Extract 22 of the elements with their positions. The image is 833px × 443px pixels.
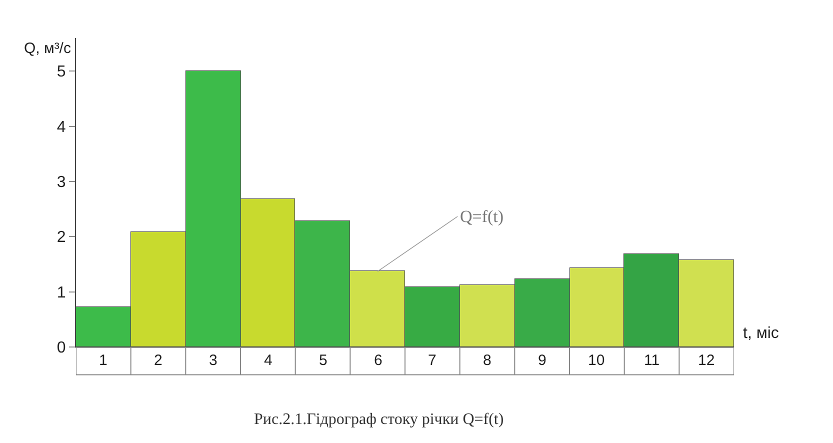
x-tick-label: 6 (374, 352, 382, 369)
y-tick-label: 5 (56, 64, 66, 81)
x-tick-label: 10 (588, 352, 605, 369)
x-tick-label: 3 (209, 352, 218, 369)
x-tick-label: 1 (99, 352, 108, 369)
x-tick-label: 2 (154, 352, 162, 369)
x-tick-label: 11 (644, 352, 660, 369)
x-tick-label: 7 (428, 352, 436, 369)
y-tick-label: 4 (56, 118, 66, 136)
y-axis-title: Q, м³/с (24, 40, 72, 57)
annotation: Q=f(t) (460, 207, 504, 226)
x-tick-label: 5 (319, 352, 328, 369)
y-tick-label: 3 (56, 174, 66, 192)
x-axis-title: t, міс (743, 325, 779, 342)
x-tick-label: 4 (264, 352, 272, 369)
text: Рис.2.1.Гідрограф стоку річки Q=f(t) (254, 411, 504, 428)
y-tick-label: 2 (56, 229, 66, 246)
y-tick-label: 0 (56, 340, 66, 357)
x-tick-label: 8 (483, 352, 492, 369)
x-tick-label: 9 (538, 352, 546, 369)
y-tick-label: 1 (56, 284, 66, 302)
x-tick-label: 12 (698, 352, 715, 369)
